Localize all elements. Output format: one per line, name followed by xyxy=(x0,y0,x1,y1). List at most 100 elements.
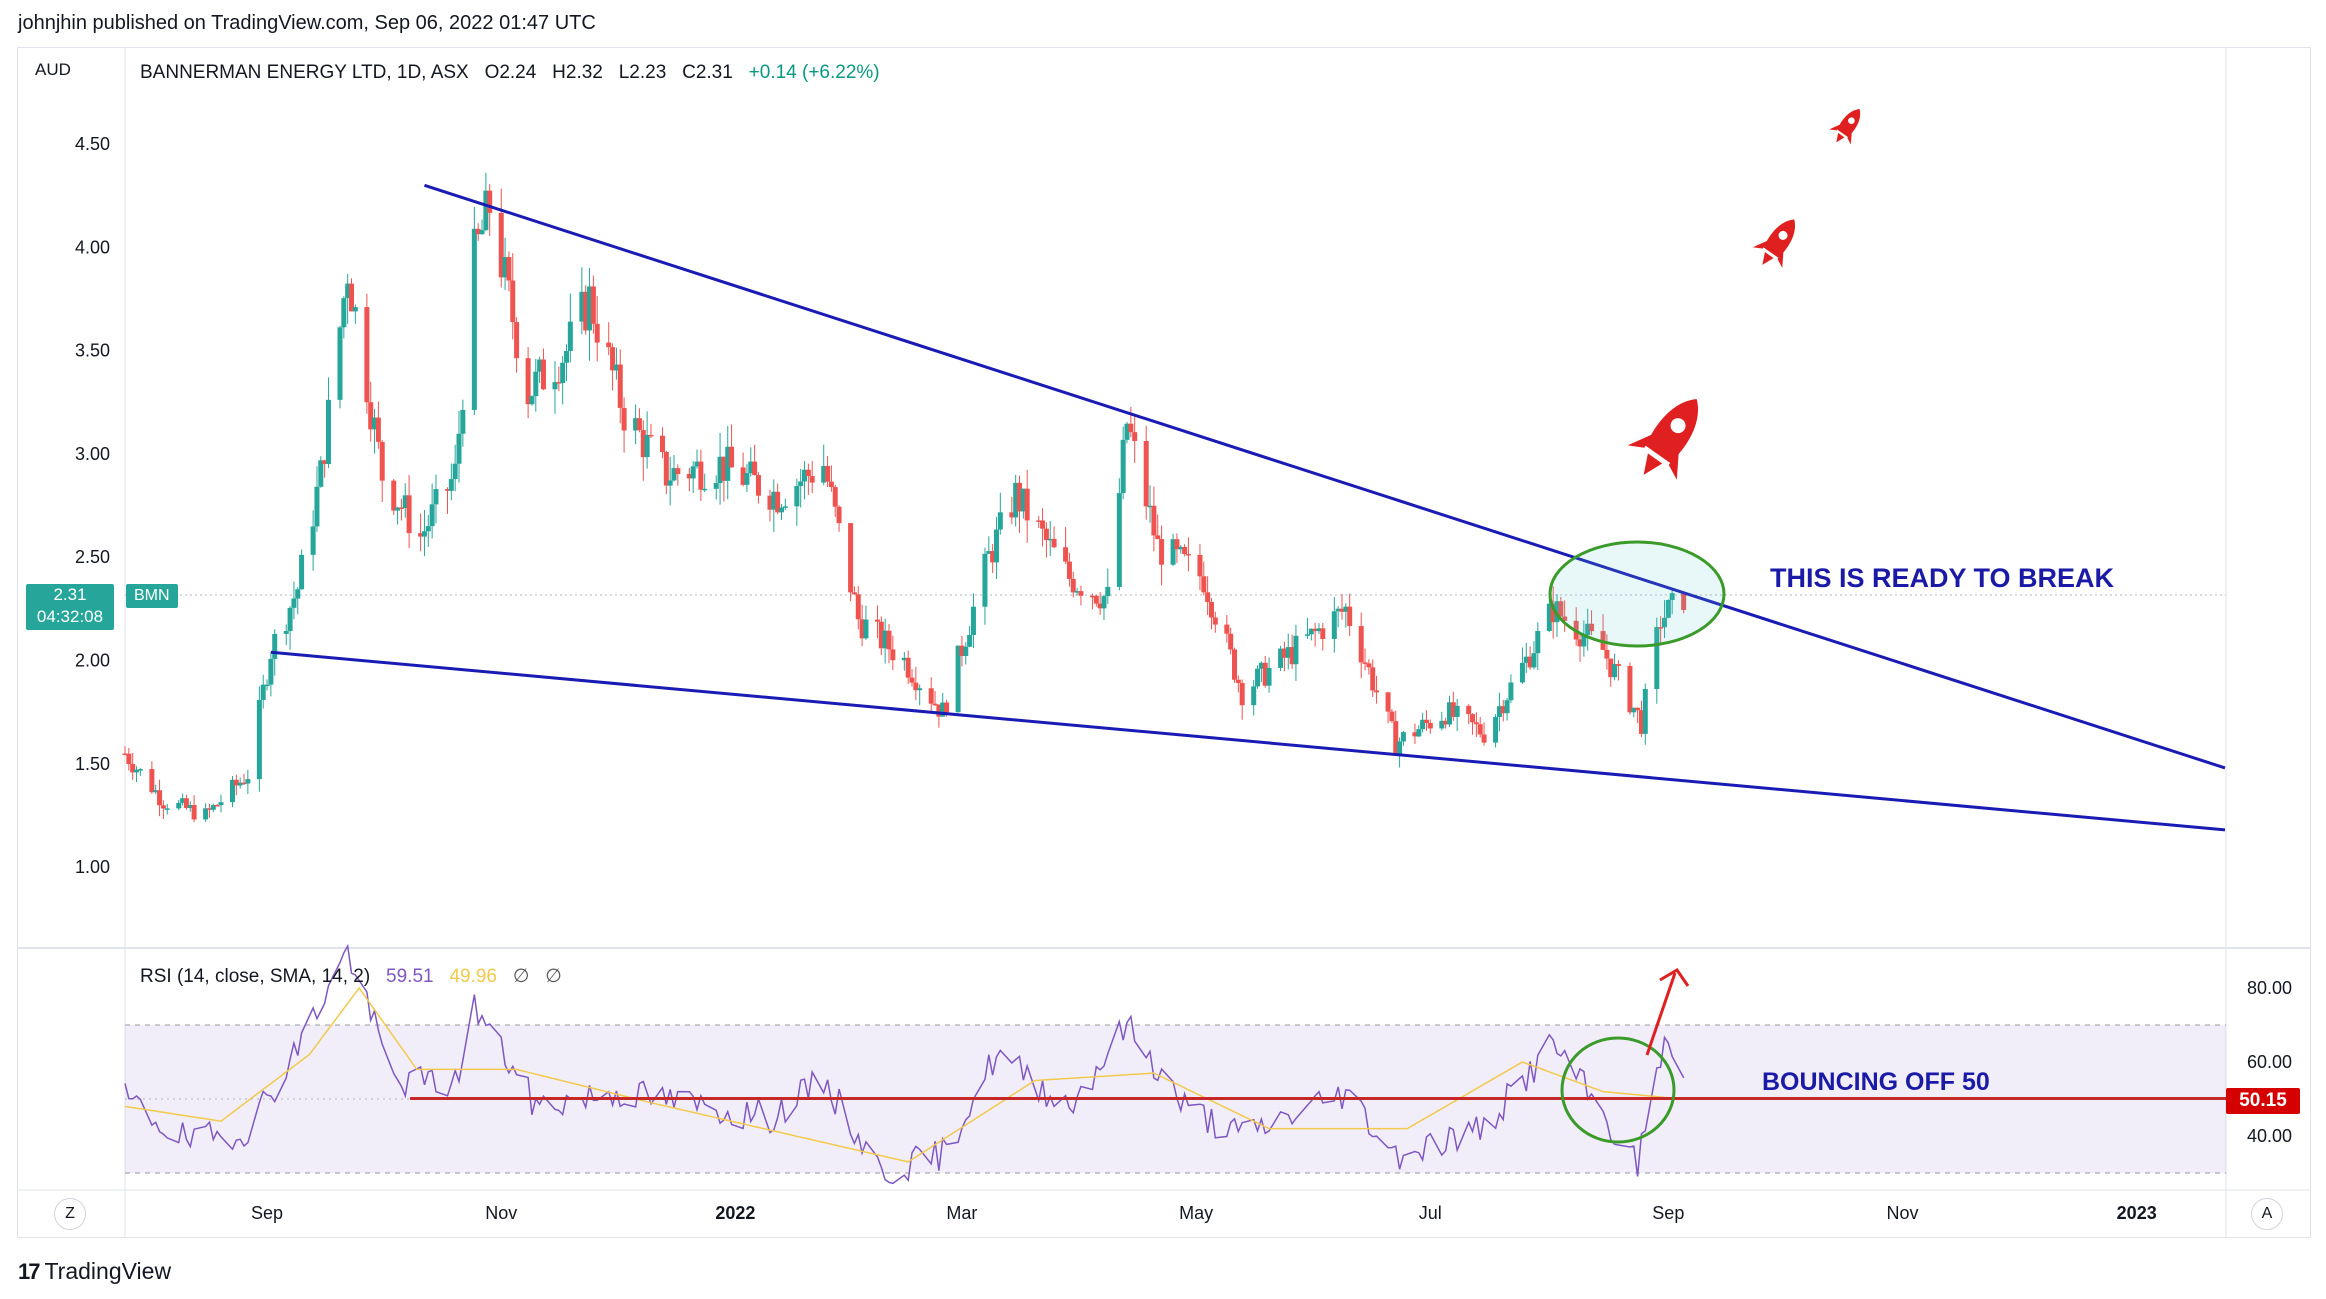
tradingview-logo[interactable]: 17 TradingView xyxy=(18,1258,171,1285)
candle-body xyxy=(905,657,911,678)
bar-countdown: 04:32:08 xyxy=(36,607,104,626)
candle-body xyxy=(1017,482,1023,512)
candle-body xyxy=(1120,439,1126,494)
candle-body xyxy=(299,554,305,590)
candle-body xyxy=(210,805,216,810)
candle-body xyxy=(563,351,569,363)
candle-body xyxy=(425,526,431,532)
rocket-flame xyxy=(1836,132,1845,143)
candle-body xyxy=(1335,608,1341,612)
candle-body xyxy=(890,649,896,661)
candle-body xyxy=(782,506,788,508)
candle-body xyxy=(648,434,654,437)
candle-body xyxy=(1040,520,1046,529)
auto-scale-button[interactable]: A xyxy=(2251,1198,2283,1230)
candle-body xyxy=(1070,578,1076,593)
candle-body xyxy=(130,764,136,773)
rsi-extra-1: ∅ xyxy=(512,966,530,987)
candle-body xyxy=(1366,663,1372,668)
candle-body xyxy=(460,409,466,434)
price-tick-label: 1.00 xyxy=(75,857,110,877)
candle-body xyxy=(1608,658,1614,678)
candle-body xyxy=(1051,538,1057,548)
last-price-badge: 2.31 04:32:08 xyxy=(26,584,114,630)
candle-body xyxy=(855,594,861,620)
candle-body xyxy=(1589,623,1595,632)
candle-body xyxy=(671,468,677,481)
candle-body xyxy=(587,286,593,331)
time-tick-label: Nov xyxy=(485,1203,517,1223)
candle-body xyxy=(944,702,950,713)
candle-body xyxy=(1151,505,1157,536)
candle-body xyxy=(1339,608,1345,612)
candle-body xyxy=(529,396,535,405)
candle-body xyxy=(721,456,727,481)
rocket-fin-left xyxy=(1752,240,1769,249)
candle-body xyxy=(475,228,481,235)
candle-body xyxy=(1423,719,1429,723)
rsi-legend: RSI (14, close, SMA, 14, 2) 59.51 49.96 … xyxy=(140,965,562,988)
candle-body xyxy=(1036,520,1042,522)
candle-body xyxy=(406,495,412,534)
candle-body xyxy=(1600,631,1606,650)
candle-body xyxy=(1393,721,1399,755)
candle-body xyxy=(456,433,462,464)
candle-body xyxy=(283,631,289,634)
candle-body xyxy=(287,607,293,632)
candle-body xyxy=(153,790,159,793)
candle-body xyxy=(1385,692,1391,712)
candle-body xyxy=(997,512,1003,530)
candle-body xyxy=(959,645,965,656)
candle-body xyxy=(1558,601,1564,617)
candle-body xyxy=(1285,647,1291,658)
candle-body xyxy=(126,753,132,765)
candle-body xyxy=(863,619,869,639)
candle-body xyxy=(372,417,378,430)
candle-body xyxy=(1312,628,1318,632)
candle-body xyxy=(1519,662,1525,683)
candle-body xyxy=(633,418,639,431)
candle-body xyxy=(1205,592,1211,603)
candle-body xyxy=(1101,596,1107,609)
candle-body xyxy=(1182,546,1188,554)
candle-body xyxy=(1116,493,1122,587)
candle-body xyxy=(337,327,343,400)
rsi-sma-value: 49.96 xyxy=(449,966,497,987)
candle-body xyxy=(560,362,566,384)
candle-body xyxy=(1105,586,1111,597)
candle-body xyxy=(1063,547,1069,562)
candle-body xyxy=(771,491,777,510)
candle-body xyxy=(203,808,209,820)
candle-body xyxy=(506,257,512,281)
candle-body xyxy=(1009,512,1015,518)
candle-body xyxy=(245,779,251,784)
zoom-button[interactable]: Z xyxy=(54,1198,86,1230)
rocket-icon-medium xyxy=(1752,219,1795,268)
candle-body xyxy=(295,589,301,599)
candle-body xyxy=(1427,722,1433,729)
candle-body xyxy=(606,342,612,348)
candle-body xyxy=(471,228,477,410)
candle-body xyxy=(702,488,708,491)
price-tick-label: 4.00 xyxy=(75,237,110,257)
candle-body xyxy=(936,704,942,717)
rocket-fin-right xyxy=(1668,450,1679,480)
candle-body xyxy=(613,364,619,371)
candle-body xyxy=(1358,625,1364,663)
price-tick-label: 4.50 xyxy=(75,134,110,154)
candle-body xyxy=(1374,690,1380,693)
candle-body xyxy=(740,467,746,485)
candle-body xyxy=(713,483,719,489)
candle-body xyxy=(1466,705,1472,715)
candle-body xyxy=(448,479,454,491)
candle-body xyxy=(444,489,450,491)
candle-body xyxy=(1143,441,1149,507)
candle-body xyxy=(1293,635,1299,665)
candle-body xyxy=(886,630,892,650)
candle-body xyxy=(901,657,907,661)
candle-body xyxy=(1255,668,1261,687)
candle-body xyxy=(755,475,761,496)
candle-body xyxy=(1631,707,1637,713)
candle-body xyxy=(122,753,128,755)
